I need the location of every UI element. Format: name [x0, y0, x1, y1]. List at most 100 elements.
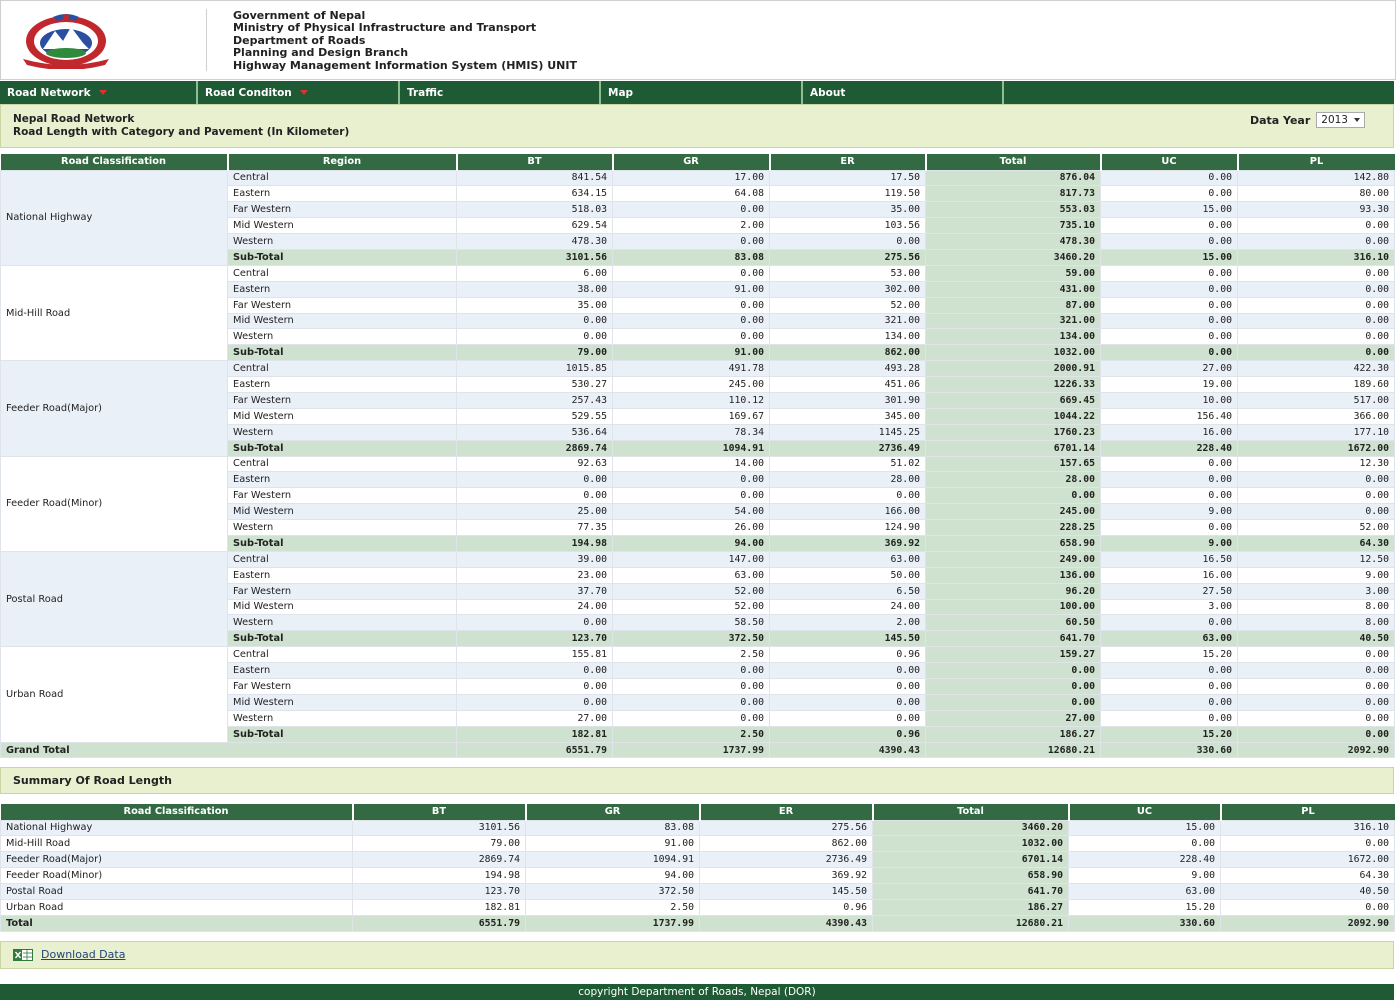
- value-cell: 24.00: [769, 598, 926, 616]
- value-cell: 10.00: [1100, 391, 1238, 409]
- nav-map[interactable]: Map: [601, 81, 803, 104]
- nav-label: Road Network: [7, 86, 91, 99]
- region-cell: Eastern: [227, 566, 457, 584]
- value-cell: 78.34: [612, 423, 770, 441]
- value-cell: 9.00: [1237, 566, 1395, 584]
- value-cell: 257.43: [456, 391, 613, 409]
- value-cell: 0.00: [1220, 835, 1395, 853]
- table-row: Postal Road 123.70 372.50 145.50 641.70 63.00…: [0, 883, 1395, 900]
- nav-road-condition[interactable]: Road Conditon: [198, 81, 400, 104]
- value-cell: 28.00: [925, 471, 1101, 489]
- page-subtitle: Road Length with Category and Pavement (…: [13, 125, 350, 138]
- value-cell: 530.27: [456, 376, 613, 393]
- excel-icon[interactable]: [13, 949, 33, 961]
- region-cell: Far Western: [227, 678, 457, 695]
- region-cell: Mid Western: [227, 312, 457, 330]
- value-cell: 0.00: [1100, 693, 1238, 711]
- value-cell: 0.00: [769, 487, 926, 505]
- value-cell: 1226.33: [925, 376, 1101, 393]
- road-classification-cell: Urban Road: [0, 646, 228, 743]
- download-data-link[interactable]: Download Data: [41, 948, 126, 961]
- value-cell: 100.00: [925, 598, 1101, 616]
- value-cell: 15.20: [1068, 898, 1221, 916]
- subtotal-label: Sub-Total: [227, 534, 457, 552]
- data-year-select[interactable]: 2013: [1316, 112, 1365, 128]
- value-cell: 52.00: [612, 598, 770, 616]
- value-cell: 91.00: [612, 280, 770, 298]
- subtotal-label: Sub-Total: [227, 725, 457, 743]
- value-cell: 54.00: [612, 503, 770, 521]
- nav-about[interactable]: About: [803, 81, 1004, 104]
- main-navigation: Road Network Road Conditon Traffic Map A…: [0, 81, 1394, 104]
- value-cell: 0.00: [612, 471, 770, 489]
- summary-panel: Summary Of Road Length: [0, 767, 1394, 794]
- value-cell: 0.00: [1237, 328, 1395, 346]
- value-cell: 0.00: [456, 693, 613, 711]
- copyright-text: copyright Department of Roads, Nepal (DO…: [578, 986, 816, 998]
- road-classification-cell: National Highway: [0, 819, 353, 837]
- column-header: Region: [226, 154, 457, 170]
- value-cell: 4390.43: [699, 914, 873, 932]
- region-cell: Western: [227, 519, 457, 536]
- value-cell: 103.56: [769, 217, 926, 235]
- caret-down-icon: [98, 90, 107, 95]
- region-cell: Far Western: [227, 582, 457, 600]
- nepal-emblem-icon: [23, 14, 109, 69]
- value-cell: 64.30: [1220, 867, 1395, 885]
- table-row: Mid Western 25.00 54.00 166.00 245.00 9.00 0.0…: [1, 503, 1395, 521]
- value-cell: 641.70: [925, 630, 1101, 648]
- value-cell: 189.60: [1237, 376, 1395, 393]
- nav-label: Road Conditon: [205, 86, 292, 99]
- org-line: Ministry of Physical Infrastructure and …: [233, 21, 537, 35]
- value-cell: 166.00: [769, 503, 926, 521]
- table-row: National Highway Central 841.54 17.00 17.50 8…: [0, 169, 1395, 266]
- value-cell: 123.70: [352, 883, 526, 900]
- value-cell: 0.00: [1237, 693, 1395, 711]
- value-cell: 0.00: [1100, 455, 1238, 473]
- value-cell: 37.70: [456, 582, 613, 600]
- table-row: Feeder Road(Minor) Central 92.63 14.00 51.02…: [0, 455, 1395, 552]
- value-cell: 0.00: [1100, 614, 1238, 632]
- table-row: Mid Western 0.00 0.00 321.00 321.00 0.00 0.00: [1, 312, 1395, 330]
- value-cell: 27.00: [1100, 360, 1238, 378]
- value-cell: 52.00: [1237, 519, 1395, 536]
- table-row: Mid-Hill Road Central 6.00 0.00 53.00 59.00 0.…: [0, 264, 1395, 362]
- value-cell: 15.00: [1100, 201, 1238, 219]
- value-cell: 3460.20: [872, 819, 1069, 837]
- page-title-line: Nepal Road Network: [13, 113, 135, 125]
- table-row: Feeder Road(Minor) 194.98 94.00 369.92 658.9…: [0, 867, 1395, 885]
- value-cell: 451.06: [769, 376, 926, 393]
- region-cell: Central: [227, 550, 457, 568]
- value-cell: 124.90: [769, 519, 926, 536]
- value-cell: 0.00: [925, 678, 1101, 695]
- value-cell: 17.00: [612, 169, 770, 187]
- region-cell: Mid Western: [227, 407, 457, 425]
- value-cell: 0.00: [1100, 487, 1238, 505]
- value-cell: 87.00: [925, 296, 1101, 314]
- value-cell: 228.40: [1068, 851, 1221, 869]
- value-cell: 159.27: [925, 646, 1101, 664]
- column-header: BT: [455, 154, 613, 170]
- column-header: UC: [1099, 154, 1238, 170]
- value-cell: 8.00: [1237, 598, 1395, 616]
- subtotal-row: Sub-Total 2869.74 1094.91 2736.49 6701.14 228…: [1, 439, 1395, 457]
- nav-traffic[interactable]: Traffic: [400, 81, 601, 104]
- value-cell: 0.00: [1100, 233, 1238, 250]
- region-cell: Eastern: [227, 280, 457, 298]
- region-cell: Western: [227, 614, 457, 632]
- value-cell: 15.20: [1100, 646, 1238, 664]
- value-cell: 1094.91: [612, 439, 770, 457]
- grand-total-row: Grand Total 6551.79 1737.99 4390.43 12680.21…: [0, 741, 1395, 759]
- value-cell: 60.50: [925, 614, 1101, 632]
- region-cell: Eastern: [227, 185, 457, 203]
- table-row: Mid Western 629.54 2.00 103.56 735.10 0.00 0.0…: [1, 217, 1395, 235]
- value-cell: 64.30: [1237, 534, 1395, 552]
- value-cell: 155.81: [456, 646, 613, 664]
- region-cell: Far Western: [227, 391, 457, 409]
- value-cell: 0.00: [456, 487, 613, 505]
- value-cell: 0.00: [1237, 471, 1395, 489]
- value-cell: 0.00: [1100, 344, 1238, 362]
- nav-road-network[interactable]: Road Network: [0, 81, 198, 104]
- value-cell: 194.98: [456, 534, 613, 552]
- table-row: Postal Road Central 39.00 147.00 63.00 249.00…: [0, 550, 1395, 648]
